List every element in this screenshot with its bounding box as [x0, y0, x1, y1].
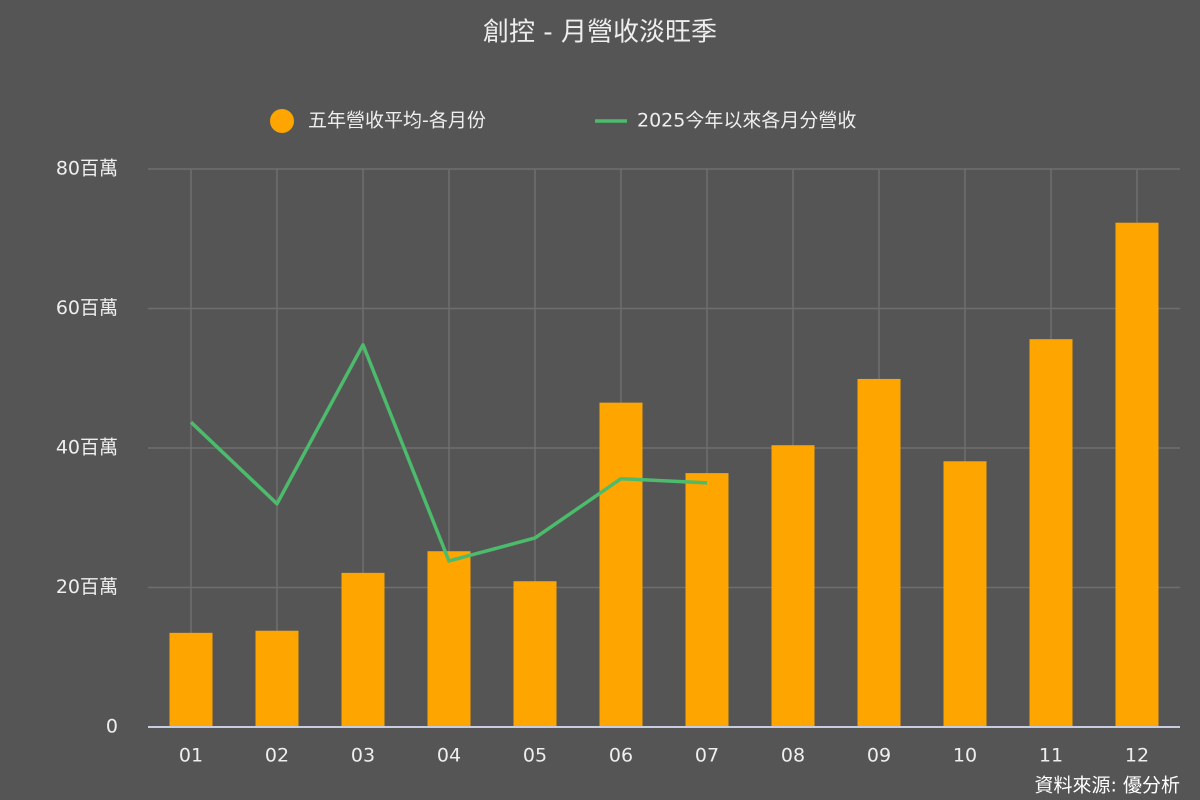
x-tick-label: 03 [351, 745, 375, 767]
x-tick-label: 10 [953, 745, 977, 767]
legend-marker [270, 109, 294, 133]
line [189, 343, 708, 563]
bar [1115, 222, 1159, 727]
x-tick-label: 06 [609, 745, 633, 767]
y-tick-label: 60百萬 [56, 297, 118, 319]
bar [427, 551, 471, 727]
bar [771, 445, 815, 727]
x-tick-label: 09 [867, 745, 891, 767]
x-tick-label: 11 [1039, 745, 1063, 767]
x-tick-label: 04 [437, 745, 461, 767]
y-tick-label: 20百萬 [56, 576, 118, 598]
bar [169, 632, 213, 727]
legend-label: 2025今年以來各月分營收 [637, 110, 856, 132]
y-tick-label: 80百萬 [56, 158, 118, 180]
bar [857, 378, 901, 727]
bar [943, 461, 987, 727]
bar [513, 581, 557, 727]
y-tick-label: 40百萬 [56, 437, 118, 459]
x-tick-label: 12 [1125, 745, 1149, 767]
source-note: 資料來源: 優分析 [1035, 775, 1180, 797]
legend-label: 五年營收平均-各月份 [308, 110, 486, 132]
bar [255, 630, 299, 727]
x-tick-label: 05 [523, 745, 547, 767]
x-tick-label: 07 [695, 745, 719, 767]
bar [1029, 339, 1073, 727]
y-tick-label: 0 [106, 716, 118, 738]
bar [599, 402, 643, 727]
bar [685, 473, 729, 727]
x-tick-label: 08 [781, 745, 805, 767]
x-tick-label: 02 [265, 745, 289, 767]
x-tick-label: 01 [179, 745, 203, 767]
bar [341, 572, 385, 727]
chart-title: 創控 - 月營收淡旺季 [483, 18, 717, 48]
